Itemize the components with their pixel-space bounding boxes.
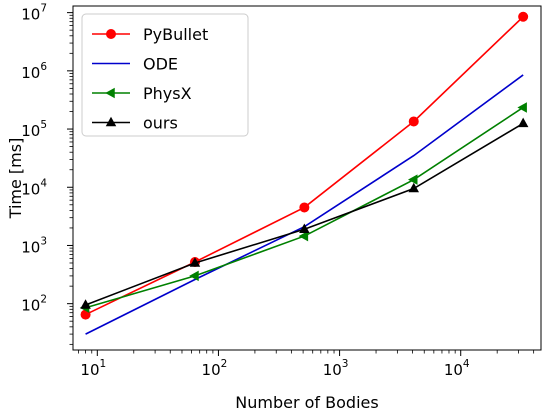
data-point-physx	[517, 102, 527, 113]
legend-marker	[106, 29, 116, 39]
legend-entry-ode: ODE	[92, 55, 178, 74]
data-point-ours	[189, 257, 201, 267]
data-point-ours	[299, 223, 310, 233]
y-tick-label: 103	[21, 235, 47, 256]
y-tick-label: 106	[21, 61, 47, 82]
legend-label: ODE	[143, 55, 178, 74]
legend-box	[81, 13, 249, 137]
legend-label: PhysX	[143, 84, 192, 103]
data-point-pybullet	[408, 116, 419, 127]
x-tick-label: 101	[80, 358, 106, 379]
plot-frame	[72, 5, 542, 351]
data-point-ours	[408, 182, 420, 193]
data-point-physx	[298, 230, 309, 242]
legend-entry-ours: ours	[92, 114, 178, 133]
y-tick-label: 105	[21, 119, 47, 140]
legend-label: ours	[143, 114, 178, 133]
x-tick-label: 102	[202, 358, 228, 379]
data-point-ours	[80, 299, 91, 309]
y-axis-label: Time [ms]	[6, 138, 25, 220]
x-tick-label: 104	[444, 358, 470, 379]
data-point-physx	[189, 270, 199, 282]
ticks-layer: 101 102 103 104 102 103 104 105 106 107	[21, 3, 535, 379]
data-point-ours	[517, 117, 529, 128]
x-tick-label: 103	[323, 358, 349, 379]
legend-entry-pybullet: PyBullet	[92, 25, 208, 44]
x-axis-label: Number of Bodies	[235, 393, 378, 412]
y-tick-label: 104	[21, 177, 47, 198]
legend-marker	[105, 116, 117, 127]
series-layer	[79, 11, 529, 335]
legend-label: PyBullet	[143, 25, 208, 44]
data-point-physx	[408, 174, 418, 185]
series-pybullet	[80, 11, 529, 320]
legend-marker	[105, 87, 115, 99]
y-tick-label: 107	[21, 3, 47, 24]
legend: PyBullet ODE PhysX ours	[81, 13, 249, 137]
data-point-pybullet	[299, 202, 310, 213]
y-tick-label: 102	[21, 294, 47, 315]
data-point-pybullet	[518, 11, 529, 22]
series-ours	[80, 117, 529, 309]
legend-entry-physx: PhysX	[92, 84, 192, 103]
